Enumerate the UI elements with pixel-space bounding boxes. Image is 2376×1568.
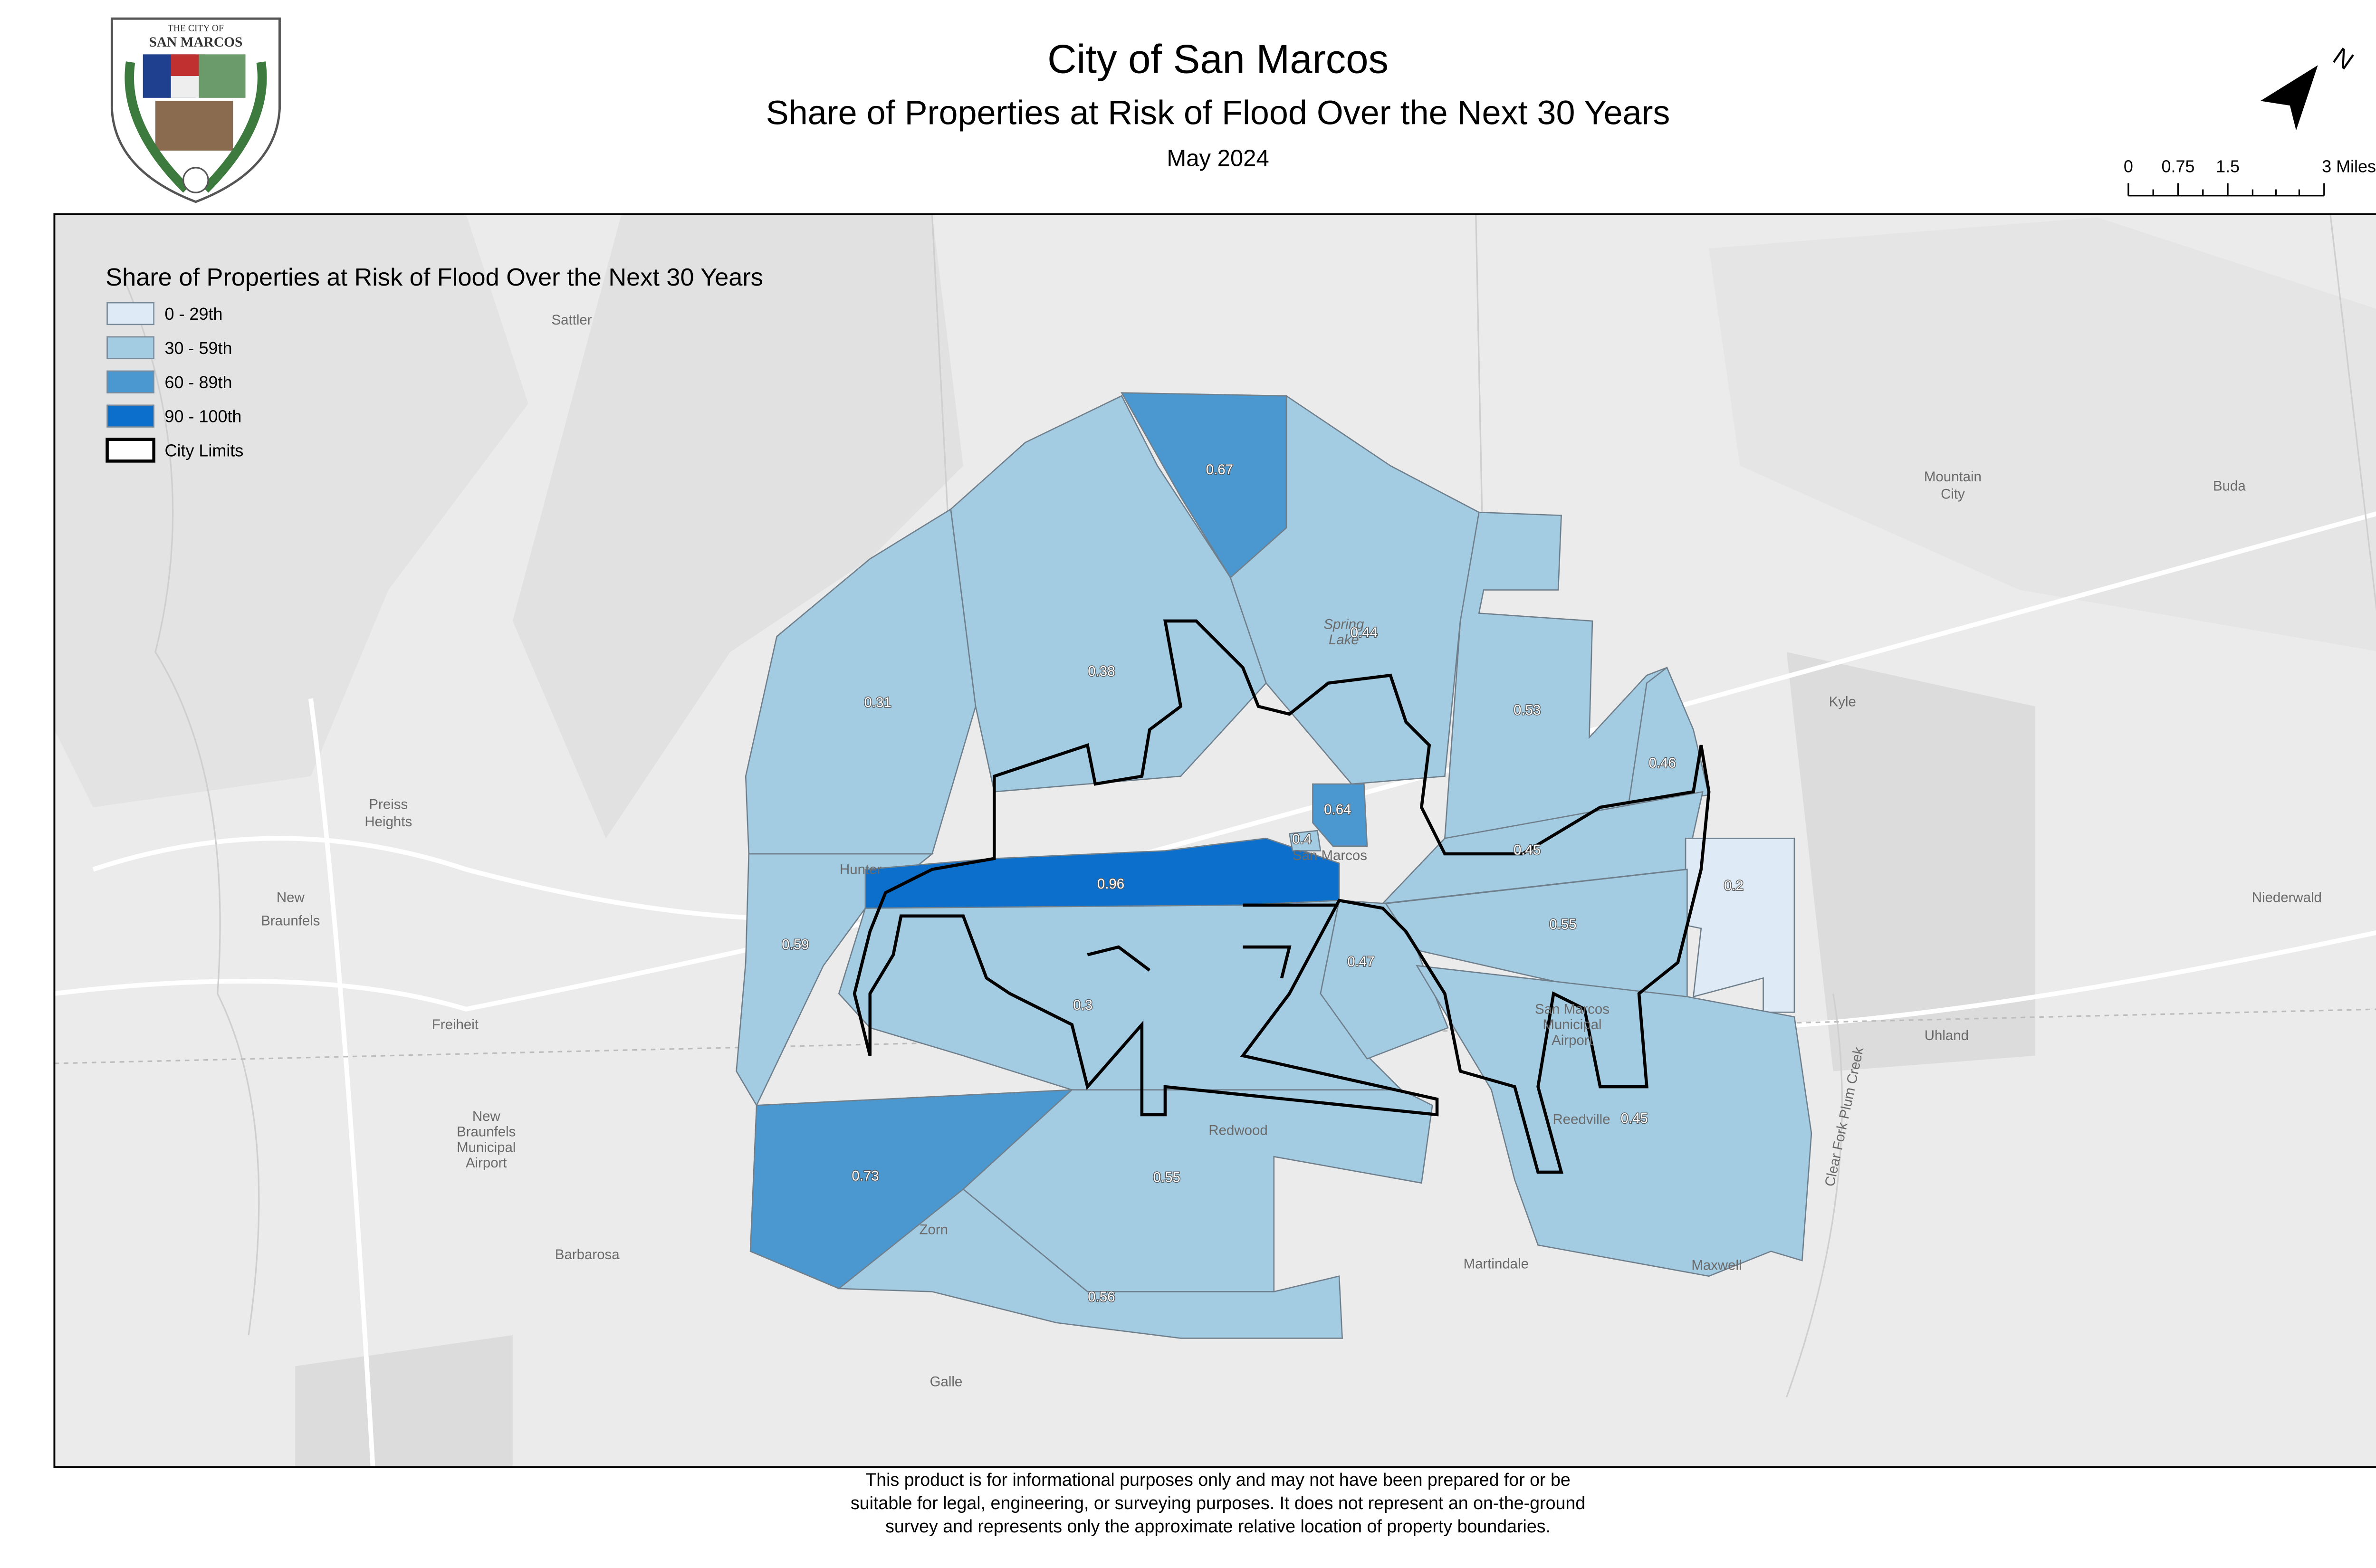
place-label: Martindale: [1464, 1256, 1529, 1272]
place-label: Kyle: [1829, 694, 1856, 710]
place-label: San Marcos: [1535, 1002, 1610, 1017]
place-label: San Marcos: [1293, 848, 1367, 863]
place-label: New: [277, 889, 305, 905]
place-label: Preiss: [369, 796, 408, 812]
place-label: Zorn: [920, 1222, 948, 1238]
place-label: Freiheit: [432, 1017, 479, 1033]
legend-swatch: [106, 336, 154, 360]
place-label: Braunfels: [457, 1124, 516, 1140]
region-value-label: 0.2: [1724, 878, 1744, 893]
region-value-label: 0.59: [782, 937, 809, 953]
north-label: N: [2328, 42, 2358, 75]
legend-label: 60 - 89th: [165, 373, 232, 392]
legend-swatch: [106, 302, 154, 325]
region-value-label: 0.53: [1514, 702, 1541, 718]
region-value-label: 0.64: [1324, 802, 1351, 817]
place-label: New: [472, 1109, 501, 1124]
flood-region: [1121, 392, 1287, 579]
disclaimer-line: suitable for legal, engineering, or surv…: [851, 1493, 1585, 1513]
region-value-label: 0.55: [1153, 1170, 1180, 1186]
map-frame: [53, 213, 2376, 1468]
map-area: [54, 214, 2376, 1467]
legend-title: Share of Properties at Risk of Flood Ove…: [105, 264, 763, 291]
flood-region: [1288, 830, 1322, 851]
place-label: Galle: [930, 1374, 963, 1390]
place-label: Niederwald: [2252, 889, 2322, 905]
map-subtitle: Share of Properties at Risk of Flood Ove…: [766, 94, 1670, 132]
place-label: Municipal: [1542, 1017, 1601, 1033]
region-value-label: 0.73: [852, 1168, 879, 1184]
region-value-label: 0.56: [1088, 1289, 1115, 1305]
place-label: Heights: [364, 814, 412, 830]
place-label: Sattler: [552, 312, 592, 328]
disclaimer-line: survey and represents only the approxima…: [885, 1516, 1551, 1536]
region-value-label: 0.96: [1097, 876, 1124, 892]
region-value-label: 0.46: [1648, 755, 1676, 771]
region-value-label: 0.4: [1292, 831, 1312, 847]
region-value-label: 0.44: [1351, 625, 1378, 641]
disclaimer-line: This product is for informational purpos…: [865, 1470, 1571, 1490]
north-arrow: N: [2260, 42, 2358, 131]
place-label: Spring: [1323, 616, 1364, 632]
flood-region: [1627, 666, 1710, 808]
place-label: Hunter: [840, 862, 881, 878]
region-value-label: 0.47: [1347, 954, 1374, 970]
place-label: Lake: [1329, 632, 1359, 648]
legend-swatch: [106, 370, 154, 393]
legend-swatch: [106, 404, 154, 428]
place-label: Barbarosa: [555, 1247, 620, 1262]
place-label: Maxwell: [1691, 1258, 1742, 1273]
place-label: Airport: [466, 1155, 507, 1171]
scale-label: 0: [2124, 157, 2133, 176]
map-title: City of San Marcos: [1047, 37, 1389, 82]
scale-bar: [2127, 183, 2325, 197]
legend-label: 90 - 100th: [165, 407, 242, 426]
place-label: Municipal: [457, 1139, 516, 1155]
map-date: May 2024: [1167, 146, 1269, 172]
logo-text: SAN MARCOS: [149, 35, 242, 50]
legend-label: 0 - 29th: [165, 304, 223, 324]
region-value-label: 0.67: [1206, 462, 1233, 478]
place-label: Airport: [1552, 1033, 1593, 1048]
legend-label: City Limits: [165, 441, 244, 460]
scale-label: 3 Miles: [2322, 157, 2376, 176]
region-value-label: 0.45: [1621, 1111, 1648, 1127]
logo-text: THE CITY OF: [168, 23, 224, 33]
flood-region: [736, 853, 934, 1107]
city-limits: [853, 619, 1711, 1174]
region-value-label: 0.45: [1514, 842, 1541, 858]
place-label: Mountain: [1924, 469, 1982, 485]
region-value-label: 0.3: [1073, 997, 1092, 1013]
region-value-label: 0.55: [1549, 917, 1576, 932]
place-label: City: [1941, 487, 1965, 502]
flood-region: [1416, 965, 1812, 1277]
place-label: Braunfels: [261, 913, 320, 928]
scale-label: 0.75: [2161, 157, 2194, 176]
flood-region: [1685, 838, 1795, 1013]
place-label: Uhland: [1925, 1028, 1969, 1043]
flood-region: [1312, 783, 1368, 847]
legend-swatch: [105, 438, 155, 463]
place-label: Buda: [2213, 478, 2246, 494]
place-label: Redwood: [1208, 1122, 1267, 1138]
region-value-label: 0.38: [1088, 664, 1115, 679]
place-label: Reedville: [1553, 1112, 1610, 1128]
flood-region: [837, 1188, 1343, 1339]
legend-label: 30 - 59th: [165, 338, 232, 358]
scale-label: 1.5: [2216, 157, 2240, 176]
city-logo: THE CITY OF SAN MARCOS: [110, 17, 281, 203]
region-value-label: 0.31: [864, 695, 891, 710]
